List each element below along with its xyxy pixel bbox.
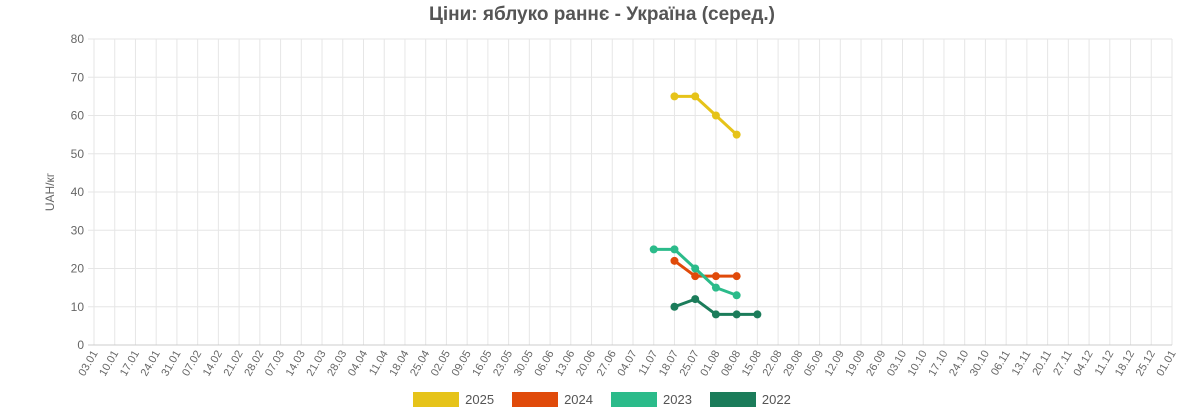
x-tick-label: 07.03	[263, 349, 287, 379]
x-tick-label: 06.11	[989, 348, 1013, 377]
y-tick-label: 10	[71, 300, 85, 314]
x-tick-label: 30.05	[512, 349, 536, 379]
data-point-2023	[711, 283, 720, 292]
x-tick-label: 27.06	[595, 349, 619, 379]
x-tick-label: 18.07	[657, 349, 681, 379]
data-point-2025	[732, 130, 741, 139]
x-tick-label: 31.01	[159, 349, 183, 379]
x-tick-label: 09.05	[450, 349, 474, 379]
x-tick-label: 23.05	[491, 349, 515, 379]
data-point-2023	[732, 291, 741, 300]
x-tick-label: 08.08	[719, 349, 743, 379]
chart-legend: 2025 2024 2023 2022	[0, 392, 1204, 407]
data-point-2024	[711, 272, 720, 281]
x-tick-label: 25.12	[1134, 349, 1158, 379]
x-tick-label: 17.10	[926, 349, 950, 379]
x-tick-label: 21.02	[222, 349, 246, 379]
data-point-2022	[691, 295, 700, 304]
y-axis-label: UAH/кг	[43, 172, 57, 211]
x-tick-label: 04.07	[615, 349, 639, 379]
data-point-2022	[711, 310, 720, 319]
data-point-2022	[753, 310, 762, 319]
x-tick-label: 04.04	[346, 349, 370, 379]
x-tick-label: 24.10	[947, 349, 971, 379]
x-tick-label: 03.01	[76, 349, 100, 379]
y-tick-label: 40	[71, 185, 85, 199]
data-point-2023	[691, 264, 700, 273]
data-point-2024	[670, 256, 679, 265]
x-tick-label: 03.10	[885, 349, 909, 379]
x-tick-label: 14.02	[201, 349, 225, 379]
x-tick-label: 29.08	[781, 349, 805, 379]
x-tick-label: 19.09	[843, 349, 867, 379]
y-tick-label: 30	[71, 223, 85, 237]
data-point-2024	[691, 272, 700, 281]
legend-item-2023[interactable]: 2023	[611, 392, 692, 407]
legend-label: 2025	[465, 392, 495, 407]
x-tick-label: 18.12	[1113, 349, 1137, 379]
legend-item-2025[interactable]: 2025	[413, 392, 494, 407]
x-tick-label: 18.04	[387, 349, 411, 379]
x-tick-label: 30.10	[968, 349, 992, 379]
x-tick-label: 16.05	[470, 349, 494, 379]
x-tick-label: 06.06	[533, 349, 557, 379]
x-tick-label: 20.06	[574, 349, 598, 379]
x-tick-label: 17.01	[118, 349, 142, 379]
data-point-2024	[732, 272, 741, 281]
x-tick-label: 07.02	[180, 349, 204, 379]
x-tick-label: 28.02	[242, 349, 266, 379]
legend-label: 2022	[761, 392, 791, 407]
x-tick-label: 20.11	[1030, 349, 1054, 378]
y-tick-label: 50	[71, 147, 85, 161]
y-tick-label: 60	[71, 109, 85, 123]
x-tick-label: 22.08	[761, 349, 785, 379]
x-tick-label: 10.01	[97, 349, 121, 379]
data-point-2025	[711, 111, 720, 120]
x-tick-label: 15.08	[740, 349, 764, 379]
legend-label: 2024	[564, 392, 593, 407]
legend-swatch	[413, 392, 460, 407]
chart-title: Ціни: яблуко раннє - Україна (серед.)	[428, 4, 776, 25]
y-tick-label: 80	[71, 32, 85, 46]
x-tick-label: 21.03	[304, 349, 328, 379]
legend-swatch	[611, 392, 657, 407]
x-tick-label: 14.03	[284, 349, 308, 379]
x-tick-label: 24.01	[139, 349, 163, 379]
x-tick-label: 25.04	[408, 349, 432, 379]
x-tick-label: 26.09	[864, 349, 888, 379]
legend-swatch	[512, 392, 559, 407]
x-tick-label: 13.06	[553, 349, 577, 379]
x-tick-label: 04.12	[1072, 349, 1096, 379]
x-tick-label: 01.01	[1154, 349, 1178, 379]
legend-item-2024[interactable]: 2024	[512, 392, 593, 407]
y-tick-label: 0	[77, 338, 84, 352]
data-point-2023	[649, 245, 658, 254]
data-point-2025	[670, 92, 679, 101]
y-tick-label: 70	[71, 70, 85, 84]
series-line-2025	[674, 94, 738, 136]
x-tick-label: 13.11	[1010, 349, 1034, 378]
data-point-2022	[670, 302, 679, 311]
legend-label: 2023	[663, 392, 692, 407]
x-tick-label: 12.09	[823, 349, 847, 379]
x-tick-label: 01.08	[698, 349, 722, 379]
data-point-2025	[691, 92, 700, 101]
x-tick-label: 02.05	[429, 349, 453, 379]
x-tick-label: 05.09	[802, 349, 826, 379]
chart-plot: 0 10 20 30 40 50 60 70 80 03.0110.0117.0124.0131.…	[43, 32, 1179, 379]
x-tick-label: 10.10	[906, 349, 930, 379]
x-tick-label: 28.03	[325, 349, 349, 379]
data-point-2023	[670, 245, 679, 254]
data-point-2022	[732, 310, 741, 319]
legend-item-2022[interactable]: 2022	[709, 392, 791, 407]
y-tick-label: 20	[71, 262, 85, 276]
legend-swatch	[709, 392, 756, 407]
x-tick-label: 25.07	[678, 349, 702, 379]
